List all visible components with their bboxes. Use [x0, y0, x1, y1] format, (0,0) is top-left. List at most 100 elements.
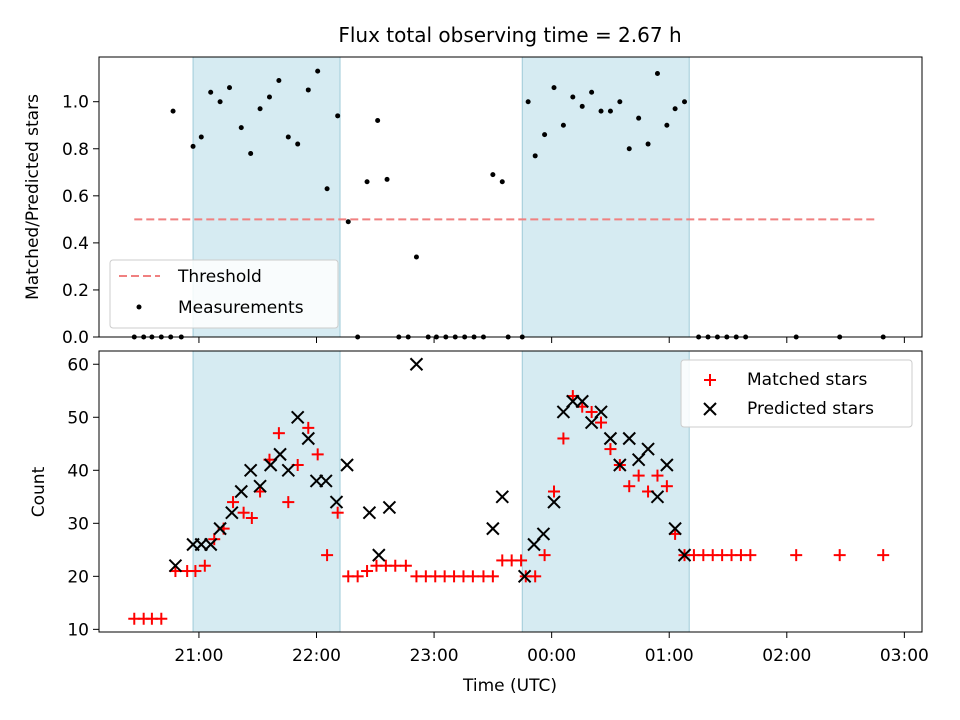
- predicted-star-point: [234, 484, 248, 499]
- bottom-legend-predicted-swatch: [703, 402, 717, 416]
- bottom-x-tick-label: 02:00: [762, 646, 811, 666]
- predicted-star-point: [613, 458, 627, 472]
- bottom-y-tick-label: 30: [67, 514, 89, 534]
- predicted-star-point: [641, 442, 655, 456]
- predicted-star-point: [486, 521, 500, 536]
- matched-star-point: [833, 549, 846, 562]
- top-y-tick-label: 1.0: [62, 93, 89, 113]
- top-y-ticks: 0.0 0.2 0.4 0.6 0.8 1.0: [62, 93, 99, 348]
- measurement-point: [579, 103, 585, 109]
- predicted-star-point: [536, 527, 551, 541]
- measurement-point: [626, 146, 632, 152]
- predicted-star-point: [263, 458, 278, 472]
- measurement-point: [208, 89, 214, 95]
- predicted-star-point: [660, 458, 674, 472]
- matched-star-point: [623, 480, 636, 493]
- predicted-star-point: [556, 405, 571, 419]
- predicted-star-point: [213, 521, 227, 536]
- measurement-point: [589, 89, 595, 95]
- matched-star-point: [189, 565, 202, 578]
- top-panel: 0.0 0.2 0.4 0.6 0.8 1.0 Matched/Predicted sta…: [23, 56, 923, 348]
- matched-star-point: [237, 506, 250, 519]
- matched-star-point: [321, 549, 334, 562]
- measurement-point: [682, 99, 688, 105]
- predicted-star-point: [495, 490, 509, 504]
- predicted-star-point: [517, 569, 532, 584]
- bottom-panel: 10 20 30 40 50 60 21:00 22:00 23:00 00:00 01:00 02…: [29, 350, 929, 696]
- top-y-tick-label: 0.6: [62, 187, 89, 207]
- measurement-point: [305, 87, 311, 93]
- matched-star-point: [331, 506, 344, 519]
- bottom-x-tick-label: 01:00: [645, 646, 694, 666]
- matched-star-point: [272, 427, 285, 440]
- predicted-star-point: [527, 537, 541, 552]
- bottom-y-tick-label: 60: [67, 355, 89, 375]
- measurement-point: [315, 68, 321, 74]
- measurement-point: [617, 99, 623, 105]
- predicted-star-point: [290, 410, 305, 424]
- measurement-point: [285, 134, 291, 140]
- top-legend-measurements-swatch: [136, 304, 142, 310]
- top-y-tick-label: 0.0: [62, 328, 89, 348]
- predicted-star-point: [273, 447, 287, 462]
- matched-star-point: [486, 570, 499, 583]
- bottom-x-tick-label: 00:00: [527, 646, 576, 666]
- matched-star-point: [557, 432, 570, 445]
- bottom-y-tick-label: 40: [67, 461, 89, 481]
- matched-star-point: [302, 421, 315, 434]
- matched-star-point: [351, 570, 364, 583]
- predicted-star-point: [584, 415, 599, 430]
- matched-star-point: [208, 533, 221, 546]
- bottom-legend-box: [680, 359, 913, 428]
- matched-star-point: [548, 485, 561, 498]
- measurement-point: [570, 94, 576, 100]
- bottom-y-tick-label: 20: [67, 567, 89, 587]
- measurement-point: [384, 176, 390, 182]
- predicted-star-point: [677, 548, 692, 562]
- matched-star-point: [595, 416, 608, 429]
- top-y-tick-label: 0.8: [62, 140, 89, 160]
- matched-star-point: [245, 512, 258, 525]
- measurement-point: [335, 113, 341, 119]
- bottom-x-tick-label: 03:00: [880, 646, 929, 666]
- top-shaded-intervals: [192, 56, 690, 338]
- top-y-tick-label: 0.4: [62, 234, 89, 254]
- predicted-star-point: [301, 431, 315, 446]
- predicted-star-point: [547, 495, 561, 509]
- measurement-point: [238, 125, 244, 131]
- bottom-legend-matched-label: Matched stars: [747, 370, 867, 390]
- predicted-star-point: [650, 490, 665, 504]
- predicted-star-point: [372, 548, 386, 562]
- measurement-point: [217, 99, 223, 105]
- predicted-star-point: [594, 405, 608, 419]
- measurement-point: [227, 85, 233, 91]
- measurement-point: [375, 118, 381, 124]
- measurement-point: [525, 99, 531, 105]
- measurement-point: [560, 122, 566, 128]
- bottom-x-tick-label: 22:00: [292, 646, 341, 666]
- bottom-x-ticks: 21:00 22:00 23:00 00:00 01:00 02:00 03:00: [174, 632, 929, 666]
- measurement-point: [266, 94, 272, 100]
- predicted-star-point: [622, 431, 636, 446]
- measurement-point: [364, 179, 370, 185]
- predicted-star-point: [168, 559, 183, 573]
- top-y-tick-label: 0.2: [62, 281, 89, 301]
- matched-star-point: [651, 469, 664, 482]
- bottom-y-tick-label: 50: [67, 408, 89, 428]
- predicted-star-point: [203, 537, 218, 552]
- matched-star-point: [155, 612, 168, 625]
- bottom-shaded-interval: [521, 350, 690, 633]
- matched-star-point: [227, 496, 240, 509]
- matched-star-point: [744, 549, 757, 562]
- matched-star-point: [389, 559, 402, 572]
- top-legend-measurements-label: Measurements: [178, 298, 304, 318]
- measurement-point: [532, 153, 538, 159]
- matched-star-point: [585, 405, 598, 418]
- measurement-point: [672, 106, 678, 112]
- chart-title: Flux total observing time = 2.67 h: [338, 23, 681, 47]
- measurement-point: [664, 122, 670, 128]
- matched-star-point: [466, 570, 479, 583]
- matched-star-point: [660, 480, 673, 493]
- top-x-ticks: [198, 337, 905, 343]
- bottom-x-tick-label: 21:00: [174, 646, 223, 666]
